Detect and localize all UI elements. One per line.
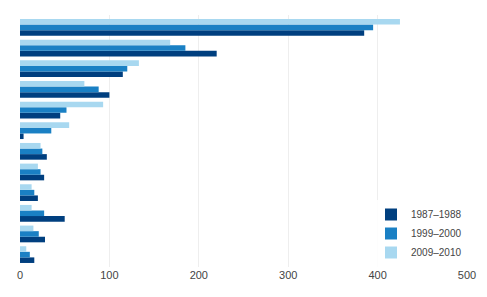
svg-text:100: 100 xyxy=(100,269,118,281)
svg-text:1987–1988: 1987–1988 xyxy=(411,209,461,220)
svg-text:300: 300 xyxy=(279,269,297,281)
svg-text:2009–2010: 2009–2010 xyxy=(411,247,461,258)
svg-text:200: 200 xyxy=(190,269,208,281)
svg-text:0: 0 xyxy=(17,269,23,281)
svg-text:400: 400 xyxy=(368,269,386,281)
svg-text:500: 500 xyxy=(458,269,476,281)
svg-text:1999–2000: 1999–2000 xyxy=(411,228,461,239)
